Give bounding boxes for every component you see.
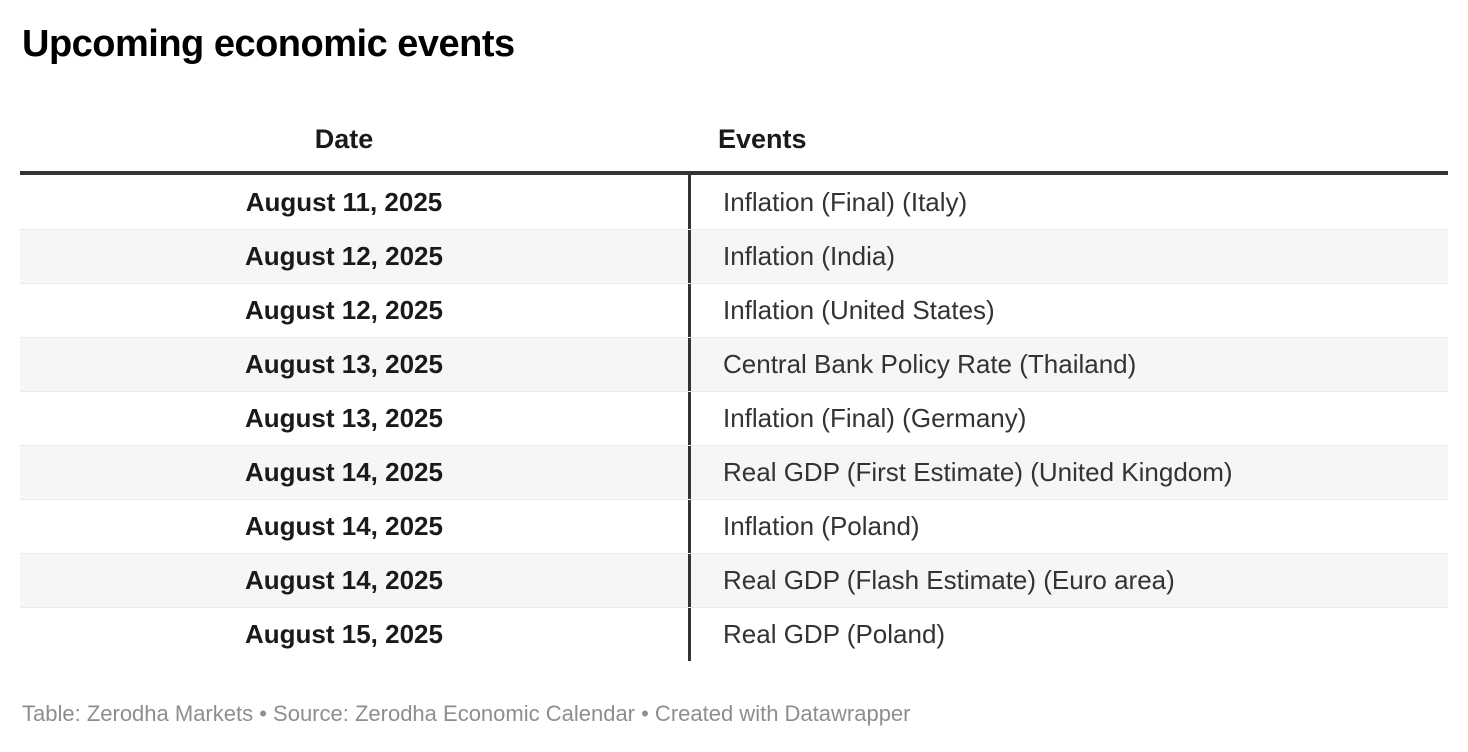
event-cell: Central Bank Policy Rate (Thailand) xyxy=(688,338,1448,391)
table-row: August 14, 2025 Real GDP (First Estimate… xyxy=(20,445,1448,499)
table-header-row: Date Events xyxy=(20,66,1448,175)
table-row: August 14, 2025 Real GDP (Flash Estimate… xyxy=(20,553,1448,607)
credit-line: Table: Zerodha Markets • Source: Zerodha… xyxy=(22,701,911,726)
date-cell: August 14, 2025 xyxy=(245,511,443,541)
table-row: August 14, 2025 Inflation (Poland) xyxy=(20,499,1448,553)
date-cell: August 11, 2025 xyxy=(245,186,443,217)
table-row: August 12, 2025 Inflation (United States… xyxy=(20,283,1448,337)
event-cell: Inflation (United States) xyxy=(688,284,1448,337)
table-row: August 13, 2025 Central Bank Policy Rate… xyxy=(20,337,1448,391)
column-header-date: Date xyxy=(314,124,374,154)
event-cell: Real GDP (Poland) xyxy=(688,608,1448,661)
event-cell: Inflation (Final) (Italy) xyxy=(688,175,1448,229)
date-cell: August 13, 2025 xyxy=(245,349,443,379)
event-cell: Inflation (India) xyxy=(688,230,1448,283)
event-cell: Inflation (Final) (Germany) xyxy=(688,392,1448,445)
table-row: August 15, 2025 Real GDP (Poland) xyxy=(20,607,1448,661)
events-table: Date Events August 11, 2025 Inflation (F… xyxy=(20,66,1448,661)
date-cell: August 12, 2025 xyxy=(245,295,443,325)
event-cell: Real GDP (Flash Estimate) (Euro area) xyxy=(688,554,1448,607)
event-cell: Inflation (Poland) xyxy=(688,500,1448,553)
date-cell: August 13, 2025 xyxy=(245,403,443,433)
event-cell: Real GDP (First Estimate) (United Kingdo… xyxy=(688,446,1448,499)
date-cell: August 14, 2025 xyxy=(245,565,443,595)
date-cell: August 15, 2025 xyxy=(245,619,443,649)
table-row: August 12, 2025 Inflation (India) xyxy=(20,229,1448,283)
table-row: August 13, 2025 Inflation (Final) (Germa… xyxy=(20,391,1448,445)
column-header-events: Events xyxy=(718,124,807,154)
date-cell: August 14, 2025 xyxy=(245,457,443,487)
date-cell: August 12, 2025 xyxy=(245,241,443,271)
page-title: Upcoming economic events xyxy=(22,23,515,65)
table-row: August 11, 2025 Inflation (Final) (Italy… xyxy=(20,175,1448,229)
table-body: August 11, 2025 Inflation (Final) (Italy… xyxy=(20,175,1448,661)
